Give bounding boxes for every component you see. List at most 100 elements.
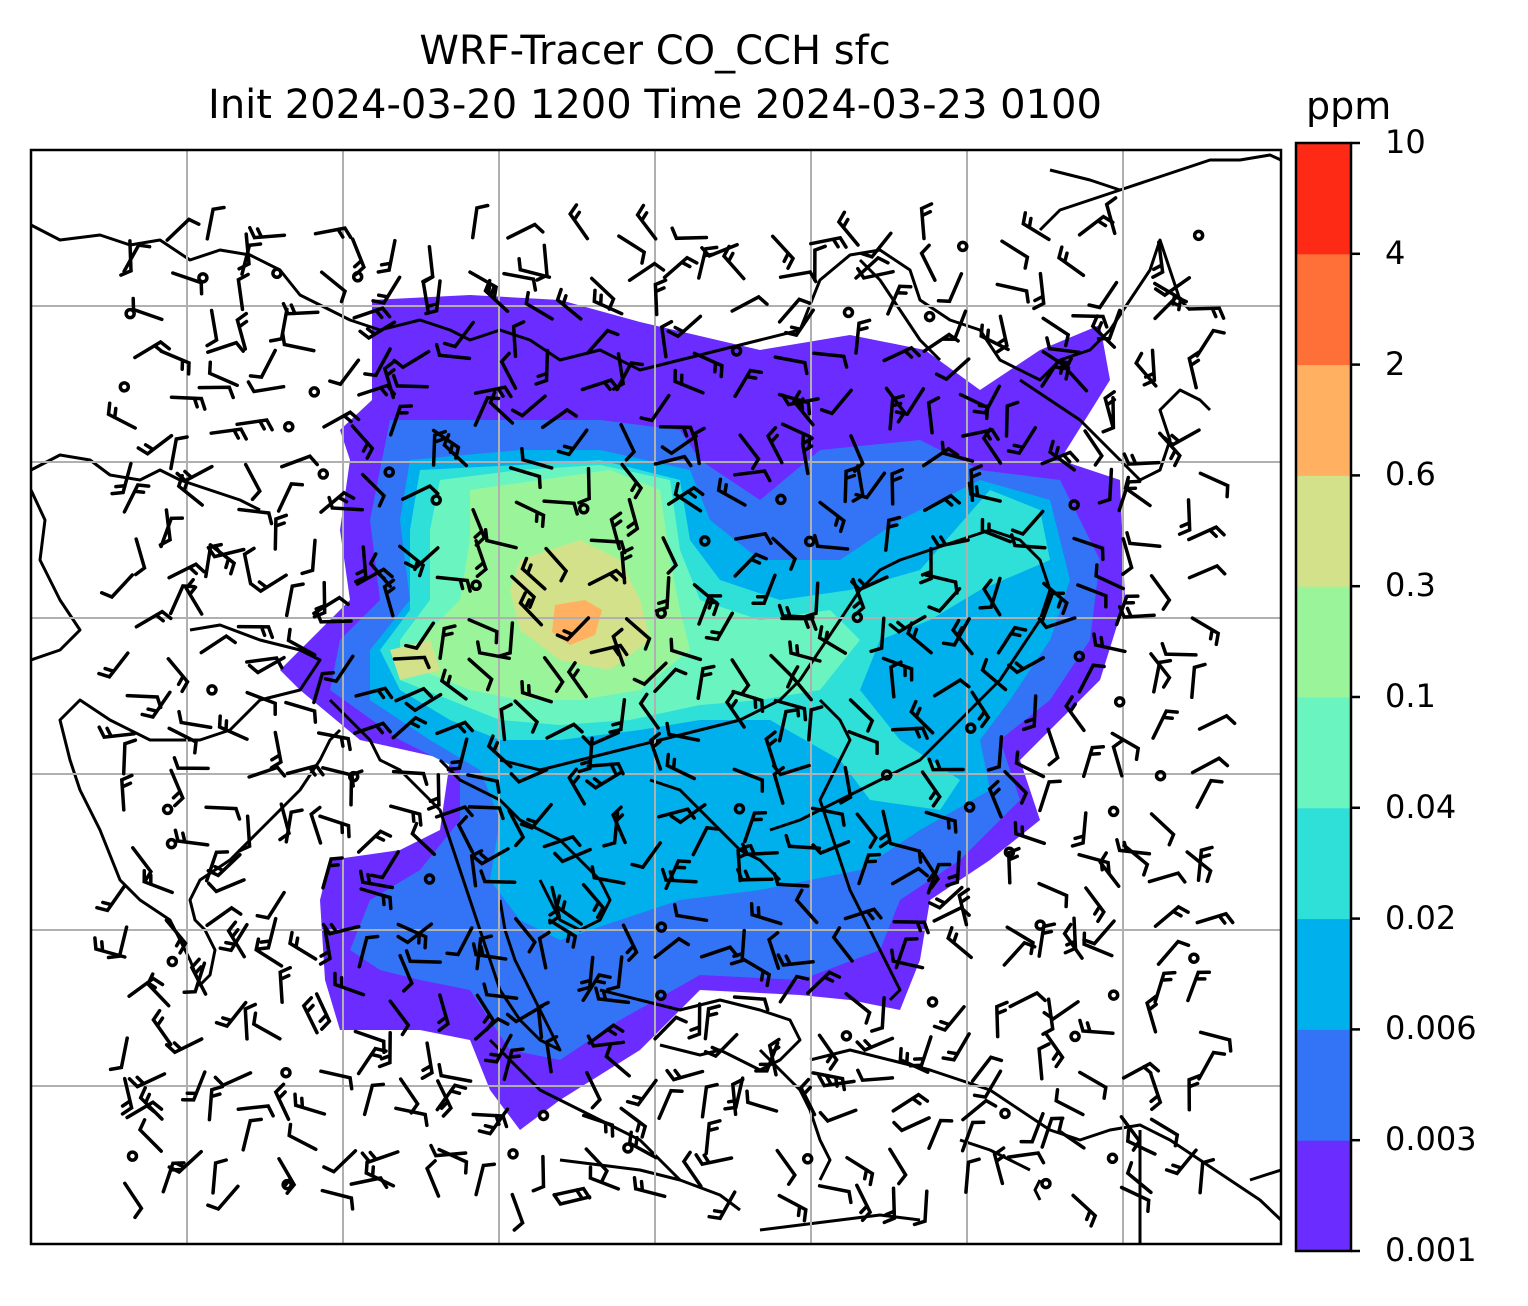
- wind-barb: [775, 1148, 797, 1186]
- wind-barb: [431, 429, 447, 467]
- wind-barb: [127, 1072, 167, 1089]
- wind-barb: [1042, 581, 1069, 616]
- wind-barb: [164, 1037, 204, 1055]
- wind-barb: [978, 576, 1002, 610]
- wind-barb: [731, 689, 765, 714]
- wind-barb: [995, 1000, 1009, 1039]
- wind-barb: [273, 1082, 291, 1122]
- wind-barb: [811, 839, 851, 856]
- wind-barb: [660, 434, 698, 456]
- wind-barb: [437, 993, 451, 1033]
- wind-barb: [469, 849, 484, 888]
- wind-barb: [898, 1046, 930, 1074]
- wind-barb: [242, 546, 256, 586]
- wind-barb: [1040, 591, 1066, 624]
- wind-barb: [771, 763, 811, 777]
- wind-barb: [316, 731, 352, 752]
- wind-barb: [288, 930, 318, 961]
- wind-barb: [854, 318, 872, 355]
- calm-wind-marker: [655, 989, 667, 1002]
- wind-barb: [733, 552, 768, 578]
- wind-barb: [166, 657, 190, 694]
- wind-barb: [931, 535, 970, 549]
- wind-barb: [131, 296, 164, 322]
- wind-barb: [499, 351, 518, 390]
- wind-barb: [924, 573, 959, 595]
- wind-barb: [892, 920, 930, 935]
- wind-barb: [1045, 336, 1082, 355]
- wind-barb: [1083, 429, 1104, 467]
- wind-barb: [140, 690, 172, 719]
- calm-wind-marker: [271, 267, 283, 280]
- wind-barb: [745, 1089, 779, 1113]
- wind-barb: [1195, 328, 1226, 358]
- wind-barb: [108, 1036, 129, 1072]
- wind-barb: [394, 686, 434, 703]
- wind-barb: [276, 482, 305, 513]
- wind-barb: [716, 477, 747, 507]
- wind-barb: [278, 965, 292, 1004]
- colorbar: [1294, 141, 1360, 1253]
- wind-barb: [442, 320, 475, 349]
- chart-subtitle: Init 2024-03-20 1200 Time 2024-03-23 010…: [208, 82, 1102, 128]
- wind-barb: [391, 715, 428, 740]
- wind-barb: [927, 1118, 954, 1150]
- wind-barb: [732, 995, 770, 1012]
- wind-barb: [514, 917, 537, 954]
- wind-barb: [733, 469, 772, 483]
- wind-barb: [136, 433, 174, 456]
- wind-barb: [1042, 1000, 1080, 1022]
- wind-barb: [932, 1005, 966, 1033]
- colorbar-tick-label: 0.3: [1385, 566, 1436, 605]
- wind-barb: [1187, 1074, 1202, 1112]
- wind-barb: [1125, 1128, 1157, 1156]
- wind-barb: [995, 314, 1009, 354]
- calm-wind-marker: [880, 769, 893, 781]
- colorbar-segment: [1296, 143, 1351, 255]
- wind-barb: [734, 531, 773, 546]
- wind-barb: [376, 238, 397, 274]
- wind-barb: [434, 804, 474, 819]
- wind-barb: [1190, 756, 1230, 775]
- wind-barb: [134, 609, 173, 629]
- wind-barb: [510, 394, 547, 418]
- wind-barb: [1092, 632, 1127, 654]
- wind-barb: [168, 584, 196, 616]
- wind-barb: [226, 920, 246, 959]
- wind-barb: [986, 735, 1004, 772]
- wind-barb: [362, 1082, 386, 1117]
- wind-barb: [870, 996, 886, 1033]
- wind-barb: [1145, 994, 1158, 1034]
- colorbar-segment: [1296, 918, 1351, 1030]
- colorbar-segment: [1296, 1140, 1351, 1252]
- wind-barb: [318, 927, 332, 966]
- wind-barb: [691, 825, 720, 857]
- wind-barb: [474, 539, 488, 578]
- wind-barb: [619, 1106, 648, 1139]
- wind-barb: [1119, 1115, 1142, 1152]
- wind-barb: [957, 887, 971, 927]
- wind-barb: [981, 427, 1003, 465]
- wind-barb: [819, 388, 853, 416]
- wind-barb: [284, 700, 318, 724]
- wind-barb: [586, 1034, 626, 1048]
- wind-barb: [435, 575, 472, 593]
- colorbar-tick-label: 4: [1385, 233, 1406, 272]
- wind-barb: [93, 936, 127, 959]
- wind-barb: [319, 270, 348, 304]
- wind-barb: [666, 314, 703, 339]
- wind-barb: [1177, 498, 1192, 536]
- wind-barb: [730, 294, 769, 313]
- wind-barb: [172, 756, 210, 771]
- calm-wind-marker: [308, 386, 321, 398]
- wind-barb: [669, 637, 703, 662]
- wind-barb: [542, 834, 582, 849]
- wind-barb: [908, 1035, 933, 1068]
- wind-barb: [920, 770, 942, 808]
- wind-barb: [928, 885, 964, 910]
- wind-barb: [207, 1084, 225, 1122]
- wind-barb: [648, 731, 663, 771]
- wind-barb: [1198, 1030, 1233, 1053]
- wind-barb: [513, 699, 540, 734]
- map-frame: [29, 148, 1283, 1246]
